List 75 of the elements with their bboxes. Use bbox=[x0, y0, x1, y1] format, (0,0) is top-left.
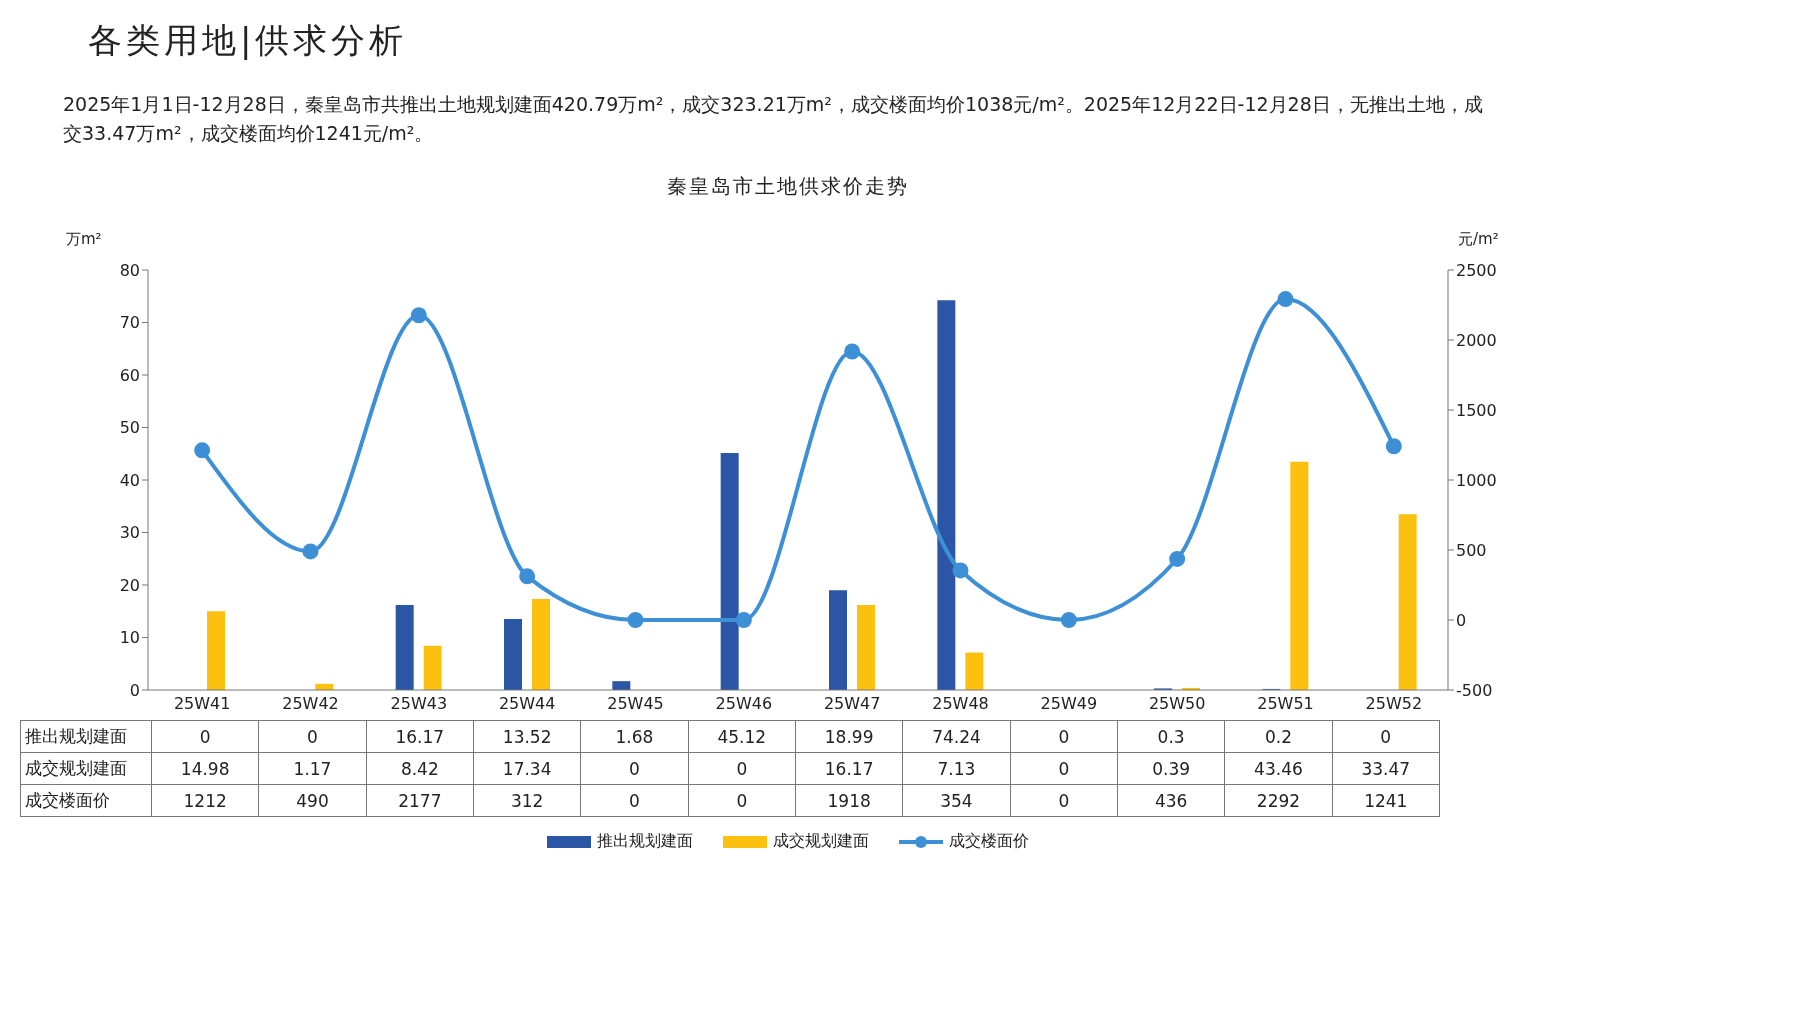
data-label: 0 bbox=[580, 752, 689, 785]
data-label: 45.12 bbox=[688, 720, 796, 753]
data-label: 354 bbox=[902, 784, 1011, 817]
data-label: 1.17 bbox=[258, 752, 367, 785]
y-tick-label: 70 bbox=[119, 313, 140, 333]
data-label: 490 bbox=[258, 784, 367, 817]
text: 推出规划建面 bbox=[25, 726, 127, 746]
x-tick-label: 25W46 bbox=[715, 694, 773, 714]
legend-label: 推出规划建面 bbox=[597, 831, 693, 852]
x-tick-label: 25W47 bbox=[823, 694, 881, 714]
data-label: 0 bbox=[1332, 720, 1440, 753]
y2-axis-title: 元/m² bbox=[1458, 230, 1499, 249]
x-tick-label: 25W43 bbox=[390, 694, 448, 714]
y2-tick-label: 500 bbox=[1456, 540, 1487, 560]
data-label: 18.99 bbox=[795, 720, 903, 753]
data-label: 17.34 bbox=[473, 752, 581, 785]
data-label: 1.68 bbox=[580, 720, 689, 753]
data-label: 16.17 bbox=[795, 752, 903, 785]
data-label: 0 bbox=[688, 784, 796, 817]
y2-tick-label: 1000 bbox=[1456, 470, 1497, 490]
y-tick-label: 40 bbox=[119, 470, 140, 490]
data-label: 33.47 bbox=[1332, 752, 1440, 785]
data-label: 8.42 bbox=[366, 752, 474, 785]
text: 成交规划建面 bbox=[25, 758, 127, 778]
y-tick-label: 20 bbox=[119, 575, 140, 595]
data-label: 43.46 bbox=[1224, 752, 1333, 785]
data-label: 0 bbox=[1010, 720, 1118, 753]
data-label: 312 bbox=[473, 784, 581, 817]
data-label: 436 bbox=[1117, 784, 1225, 817]
y2-tick-label: 1500 bbox=[1456, 400, 1497, 420]
data-label: 2292 bbox=[1224, 784, 1333, 817]
chart-subtitle: 2025年1月1日-12月28日，秦皇岛市共推出土地规划建面420.79万m²，成交323.21万m²，成交楼面均价1038元/m²。2025年12月22日-12月28日，无推出土地，成交33.47万m²，成交楼面均价1241元/m²。 bbox=[63, 93, 1483, 144]
y-tick-label: 30 bbox=[119, 523, 140, 543]
x-tick-label: 25W41 bbox=[173, 694, 231, 714]
data-label: 0 bbox=[688, 752, 796, 785]
data-label: 14.98 bbox=[151, 752, 259, 785]
x-tick-label: 25W52 bbox=[1365, 694, 1423, 714]
y-tick-label: 80 bbox=[119, 260, 140, 280]
data-label: 2177 bbox=[366, 784, 474, 817]
text: 成交楼面价 bbox=[25, 790, 110, 810]
x-tick-label: 25W44 bbox=[498, 694, 556, 714]
data-label: 1212 bbox=[151, 784, 259, 817]
y2-tick-label: 2500 bbox=[1456, 260, 1497, 280]
y2-tick-label: -500 bbox=[1456, 680, 1493, 700]
x-tick-label: 25W51 bbox=[1257, 694, 1314, 714]
data-label: 0.3 bbox=[1117, 720, 1225, 753]
data-label: 0 bbox=[1010, 752, 1118, 785]
x-tick-label: 25W49 bbox=[1040, 694, 1098, 714]
data-label: 13.52 bbox=[473, 720, 581, 753]
legend-label: 成交规划建面 bbox=[773, 831, 869, 852]
data-label: 16.17 bbox=[366, 720, 474, 753]
legend-label: 成交楼面价 bbox=[949, 831, 1029, 852]
x-tick-label: 25W45 bbox=[607, 694, 664, 714]
x-tick-label: 25W48 bbox=[932, 694, 989, 714]
data-label: 1918 bbox=[795, 784, 903, 817]
x-tick-label: 25W42 bbox=[282, 694, 339, 714]
y-axis-title: 万m² bbox=[66, 230, 102, 249]
data-label: 0 bbox=[580, 784, 689, 817]
y-tick-label: 60 bbox=[119, 365, 140, 385]
y-tick-label: 10 bbox=[119, 628, 140, 648]
x-tick-label: 25W50 bbox=[1148, 694, 1206, 714]
y-tick-label: 50 bbox=[119, 418, 140, 438]
chart-title: 各类用地|供求分析 bbox=[87, 19, 409, 62]
data-label: 7.13 bbox=[902, 752, 1011, 785]
y-tick-label: 0 bbox=[129, 680, 140, 700]
data-label: 1241 bbox=[1332, 784, 1440, 817]
data-label: 0 bbox=[258, 720, 367, 753]
y2-tick-label: 0 bbox=[1456, 610, 1467, 630]
data-label: 0.2 bbox=[1224, 720, 1333, 753]
text: 秦皇岛市土地供求价走势 bbox=[666, 173, 910, 200]
y2-tick-label: 2000 bbox=[1456, 330, 1497, 350]
data-label: 0 bbox=[151, 720, 259, 753]
data-label: 0.39 bbox=[1117, 752, 1225, 785]
data-label: 74.24 bbox=[902, 720, 1011, 753]
data-label: 0 bbox=[1010, 784, 1118, 817]
